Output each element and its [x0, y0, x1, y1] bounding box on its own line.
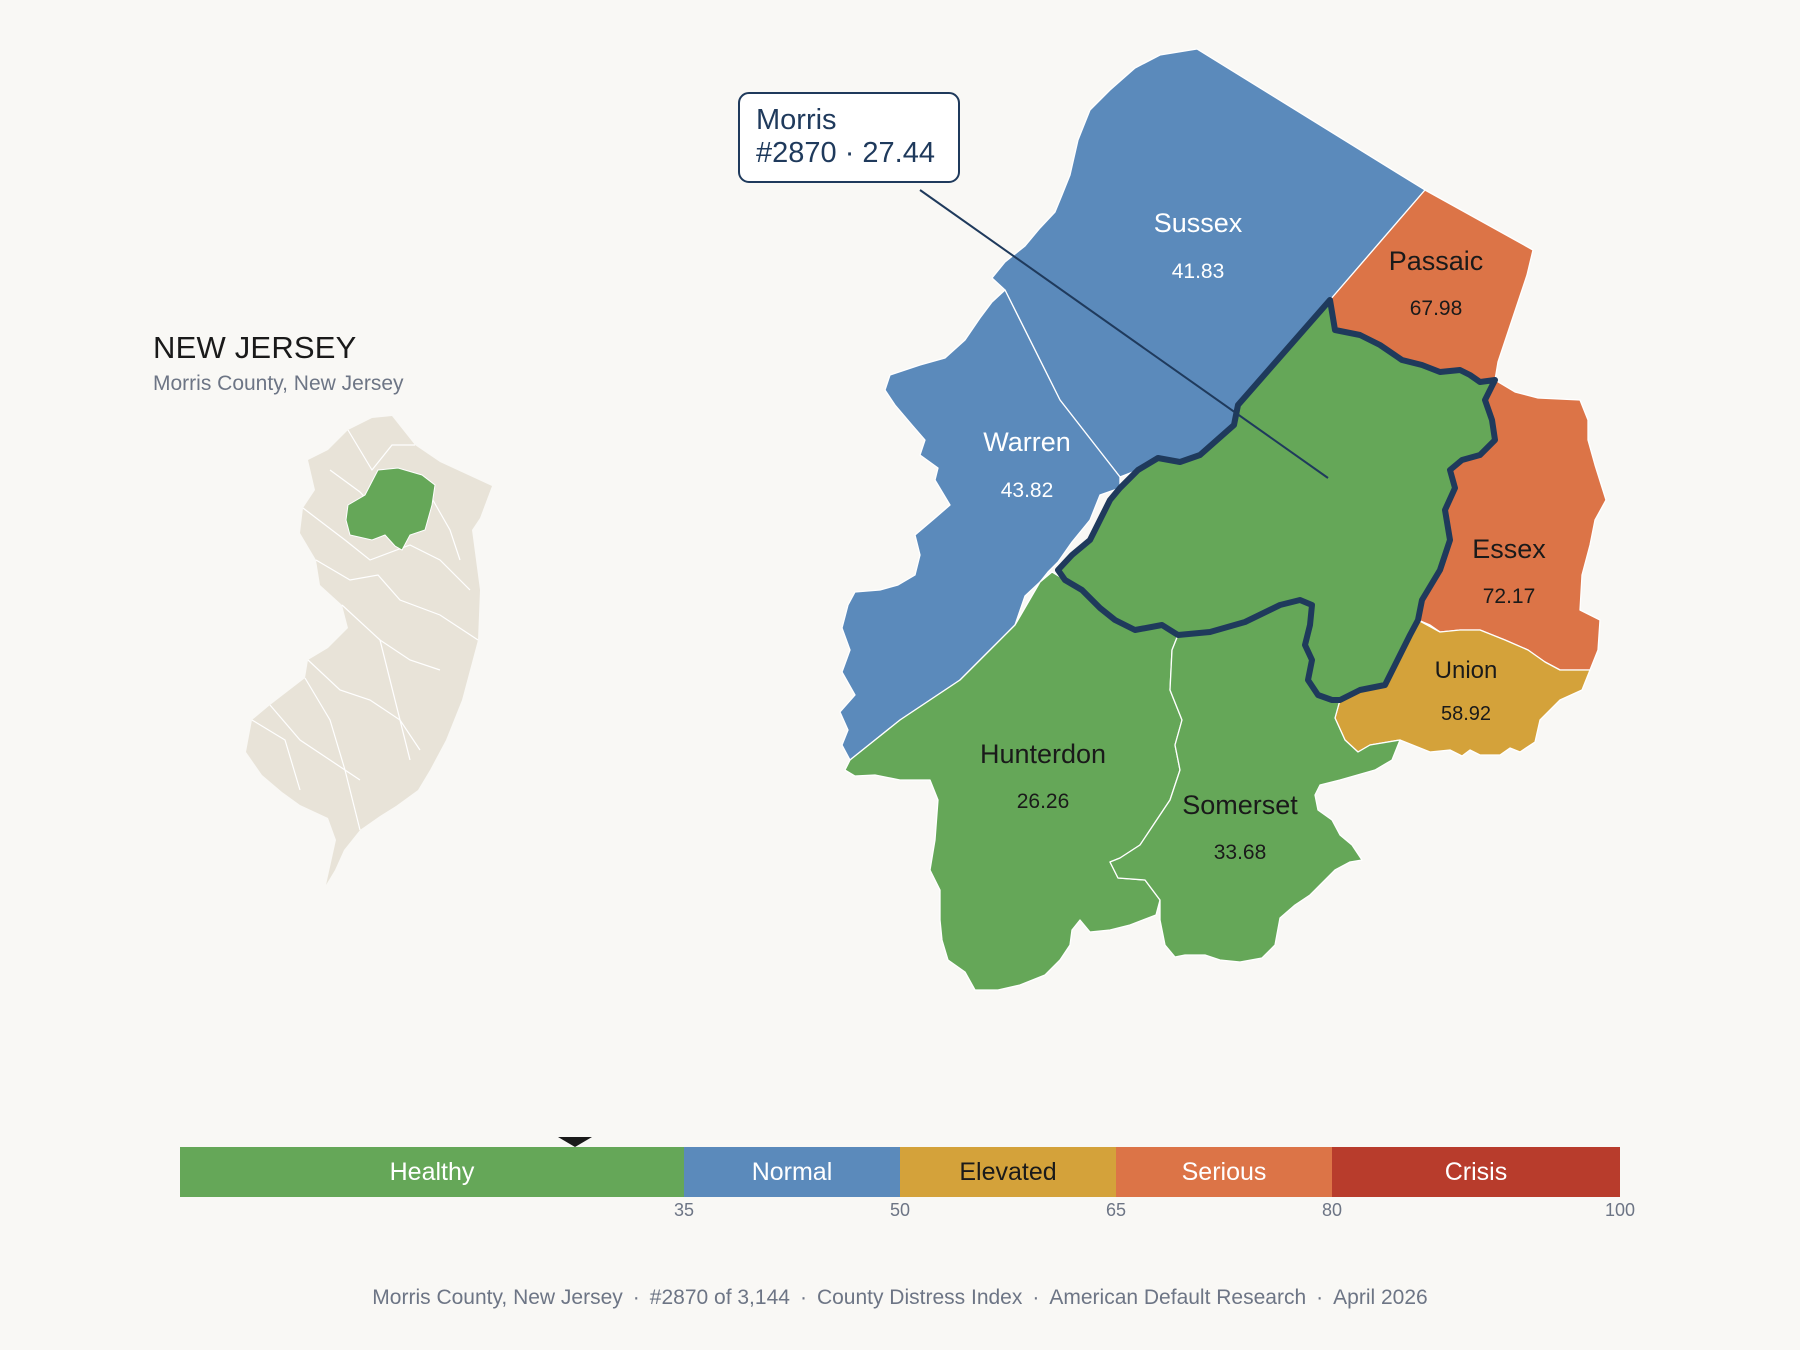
footer-index-name: County Distress Index	[816, 1286, 1023, 1309]
scale-label-healthy: Healthy	[389, 1157, 475, 1186]
label-somerset-value: 33.68	[1214, 841, 1267, 864]
footer-separator: ·	[632, 1286, 640, 1309]
footer-county: Morris County, New Jersey	[372, 1286, 623, 1309]
scale-segment-elevated: Elevated	[900, 1147, 1116, 1197]
scale-tick-100: 100	[1604, 1200, 1636, 1220]
scale-segment-serious: Serious	[1116, 1147, 1332, 1197]
label-hunterdon-value: 26.26	[1017, 790, 1070, 813]
label-passaic-value: 67.98	[1410, 297, 1463, 320]
scale-label-elevated: Elevated	[959, 1157, 1057, 1186]
scale-label-normal: Normal	[751, 1157, 833, 1186]
scale-tick-50: 50	[889, 1200, 911, 1220]
footer-separator: ·	[799, 1286, 807, 1309]
callout-county-name: Morris	[756, 104, 837, 136]
label-somerset-name: Somerset	[1182, 790, 1298, 820]
footer-date: April 2026	[1333, 1286, 1428, 1309]
inset-title: NEW JERSEY	[153, 330, 357, 365]
county-map	[839, 48, 1607, 991]
label-union-name: Union	[1435, 657, 1498, 684]
county-warren[interactable]	[839, 289, 1121, 761]
county-callout: Morris #2870 · 27.44	[738, 92, 960, 183]
footer: Morris County, New Jersey · #2870 of 3,144…	[0, 1286, 1800, 1310]
state-outline	[246, 416, 492, 885]
footer-separator: ·	[1316, 1286, 1324, 1309]
scale-tick-65: 65	[1105, 1200, 1127, 1220]
footer-rank: #2870 of 3,144	[649, 1286, 790, 1309]
county-labels: Sussex 41.83 Passaic 67.98 Warren 43.82 …	[980, 208, 1546, 864]
scale-segment-normal: Normal	[684, 1147, 900, 1197]
label-warren-name: Warren	[983, 427, 1071, 457]
footer-source: American Default Research	[1049, 1286, 1307, 1309]
inset-subtitle: Morris County, New Jersey	[153, 372, 404, 395]
state-inset-map	[246, 416, 492, 885]
label-essex-name: Essex	[1472, 534, 1546, 564]
callout-rank-score: #2870 · 27.44	[756, 137, 935, 169]
callout-leader-line	[919, 189, 1329, 479]
label-essex-value: 72.17	[1483, 585, 1536, 608]
label-warren-value: 43.82	[1001, 479, 1054, 502]
current-value-marker-icon	[558, 1137, 593, 1147]
footer-separator: ·	[1032, 1286, 1040, 1309]
scale-segment-crisis: Crisis	[1332, 1147, 1620, 1197]
label-union-value: 58.92	[1441, 703, 1491, 725]
label-sussex-value: 41.83	[1172, 260, 1225, 283]
scale-label-crisis: Crisis	[1444, 1157, 1508, 1186]
scale-tick-80: 80	[1321, 1200, 1343, 1220]
county-morris[interactable]	[1055, 297, 1498, 703]
scale-tick-35: 35	[673, 1200, 695, 1220]
label-passaic-name: Passaic	[1389, 246, 1484, 276]
label-sussex-name: Sussex	[1154, 208, 1243, 238]
scale-segment-healthy: Healthy	[180, 1147, 684, 1197]
label-hunterdon-name: Hunterdon	[980, 739, 1106, 769]
scale-label-serious: Serious	[1181, 1157, 1267, 1186]
inset-morris-county	[345, 467, 436, 551]
